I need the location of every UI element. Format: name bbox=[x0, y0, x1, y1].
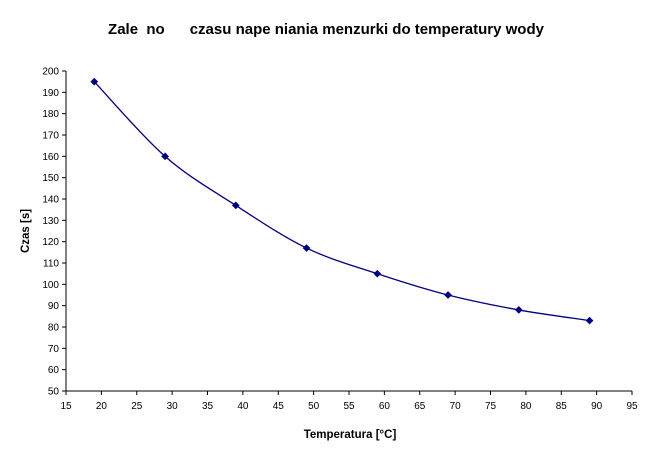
data-point-marker bbox=[161, 152, 170, 161]
data-point-marker bbox=[231, 201, 240, 210]
y-tick-label: 130 bbox=[42, 216, 59, 227]
y-tick-label: 150 bbox=[42, 173, 59, 184]
y-axis-label: Czas [s] bbox=[20, 209, 32, 253]
x-tick-label: 75 bbox=[485, 401, 497, 412]
x-tick-label: 30 bbox=[167, 401, 179, 412]
x-tick-label: 40 bbox=[237, 401, 249, 412]
series-line bbox=[93, 81, 590, 322]
x-tick-label: 20 bbox=[96, 401, 108, 412]
x-tick-label: 55 bbox=[343, 401, 355, 412]
x-tick-label: 15 bbox=[60, 401, 72, 412]
y-tick-label: 120 bbox=[42, 237, 59, 248]
x-tick-label: 65 bbox=[414, 401, 426, 412]
y-tick-label: 160 bbox=[42, 152, 59, 163]
x-axis-label: Temperatura [°C] bbox=[304, 429, 397, 441]
data-point-marker bbox=[585, 316, 594, 325]
y-tick-label: 180 bbox=[42, 109, 59, 120]
data-point-marker bbox=[90, 77, 99, 86]
x-tick-label: 45 bbox=[273, 401, 285, 412]
y-tick-label: 70 bbox=[48, 344, 60, 355]
x-tick-label: 70 bbox=[450, 401, 462, 412]
series-group bbox=[90, 77, 594, 325]
x-tick-label: 80 bbox=[520, 401, 532, 412]
x-tick-label: 85 bbox=[556, 401, 568, 412]
axes bbox=[65, 71, 632, 392]
y-ticks: 50 60 70 80 90 100 110 120 130 140 150 160 170 180 190… bbox=[42, 67, 66, 398]
y-tick-label: 60 bbox=[48, 365, 60, 376]
y-tick-label: 50 bbox=[48, 387, 60, 398]
data-point-marker bbox=[302, 244, 311, 253]
y-tick-label: 170 bbox=[42, 131, 59, 142]
x-tick-label: 95 bbox=[626, 401, 638, 412]
x-tick-label: 25 bbox=[131, 401, 143, 412]
y-tick-label: 200 bbox=[42, 67, 59, 78]
y-tick-label: 190 bbox=[42, 88, 59, 99]
x-ticks: 15 20 25 30 35 40 45 50 55 60 65 70 75 80 85 90 95 bbox=[60, 391, 638, 412]
data-point-marker bbox=[514, 305, 523, 314]
x-tick-label: 35 bbox=[202, 401, 214, 412]
y-tick-label: 90 bbox=[48, 301, 60, 312]
y-tick-label: 100 bbox=[42, 280, 59, 291]
x-tick-label: 50 bbox=[308, 401, 320, 412]
x-tick-label: 60 bbox=[379, 401, 391, 412]
y-tick-label: 80 bbox=[48, 323, 60, 334]
chart-title: Zale no czasu nape niania menzurki do te… bbox=[108, 21, 545, 38]
data-point-marker bbox=[444, 291, 453, 299]
data-point-marker bbox=[373, 269, 382, 278]
y-tick-label: 110 bbox=[43, 259, 59, 270]
x-tick-label: 90 bbox=[591, 401, 603, 412]
y-tick-label: 140 bbox=[42, 195, 59, 206]
